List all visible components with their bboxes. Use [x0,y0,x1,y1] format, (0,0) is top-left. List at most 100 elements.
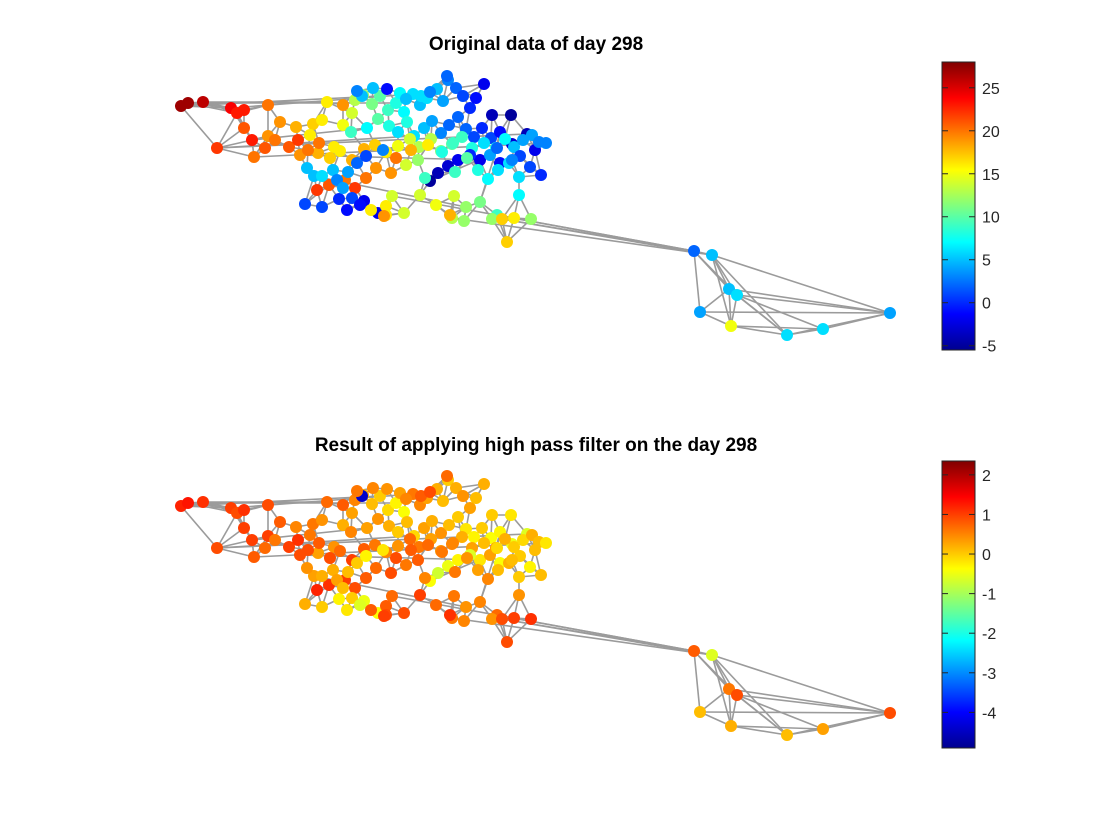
graph-node [474,554,486,566]
graph-edge [711,654,788,736]
graph-edge [822,712,891,730]
graph-node [422,139,434,151]
graph-node [360,572,372,584]
graph-node [424,486,436,498]
colorbar-tick-label: 25 [982,81,1000,98]
graph-node [385,167,397,179]
graph-node [211,142,223,154]
graph-node [345,526,357,538]
graph-node [360,150,372,162]
graph-node [694,306,706,318]
graph-node [414,589,426,601]
graph-node [517,534,529,546]
graph-node [182,497,194,509]
graph-node [474,196,486,208]
graph-node [422,539,434,551]
graph-node [405,144,417,156]
graph-node [486,109,498,121]
graph-node [361,522,373,534]
graph-node [346,107,358,119]
graph-node [238,104,250,116]
graph-edge [216,547,255,558]
graph-edge [501,618,713,656]
graph-edge [728,688,732,727]
graph-node [496,613,508,625]
graph-node [390,152,402,164]
graph-node [426,115,438,127]
graph-node [478,478,490,490]
graph-node [383,520,395,532]
graph-node [517,134,529,146]
graph-node [390,97,402,109]
graph-node [301,162,313,174]
graph-node [392,540,404,552]
graph-node [508,141,520,153]
graph-edge [711,654,891,714]
graph-node [341,204,353,216]
graph-node [482,173,494,185]
colorbar-frame [941,61,976,351]
graph-node [372,113,384,125]
graph-edge [711,654,732,727]
graph-node [346,192,358,204]
graph-node [274,116,286,128]
graph-node [884,307,896,319]
graph-node [312,147,324,159]
graph-node [380,600,392,612]
graph-node [301,562,313,574]
graph-node [464,502,476,514]
graph-edge [736,694,788,736]
graph-node [781,329,793,341]
colorbar-tick-label: 1 [982,507,991,524]
graph-edge [699,711,891,714]
graph-node [468,131,480,143]
graph-node [398,106,410,118]
graph-node [412,554,424,566]
graph-node [238,122,250,134]
graph-node [817,723,829,735]
graph-node [377,544,389,556]
graph-node [367,482,379,494]
graph-node [449,566,461,578]
colorbar-tick-label: 0 [982,296,991,313]
graph-node [351,485,363,497]
graph-node [381,83,393,95]
graph-edge [216,147,255,158]
graph-node [324,152,336,164]
graph-node [501,236,513,248]
graph-node [486,613,498,625]
graph-node [492,564,504,576]
graph-node [381,483,393,495]
graph-node [299,598,311,610]
colorbar-tick-label: -4 [982,705,996,722]
graph-node [817,323,829,335]
graph-node [333,193,345,205]
graph-node [432,567,444,579]
graph-node [246,534,258,546]
graph-node [302,544,314,556]
graph-node [321,496,333,508]
graph-node [299,198,311,210]
graph-node [316,570,328,582]
graph-node [496,213,508,225]
graph-node [492,164,504,176]
graph-node [884,707,896,719]
graph-node [452,554,464,566]
graph-node [458,215,470,227]
graph-node [781,729,793,741]
graph-node [452,111,464,123]
graph-edge [216,112,238,149]
graph-node [486,213,498,225]
graph-node [491,542,503,554]
graph-node [513,589,525,601]
graph-node [390,497,402,509]
graph-node [248,551,260,563]
graph-node [401,516,413,528]
graph-node [366,98,378,110]
graph-node [482,573,494,585]
graph-edge [822,312,891,330]
graph-node [400,93,412,105]
graph-node [476,122,488,134]
graph-node [337,119,349,131]
graph-node [524,561,536,573]
